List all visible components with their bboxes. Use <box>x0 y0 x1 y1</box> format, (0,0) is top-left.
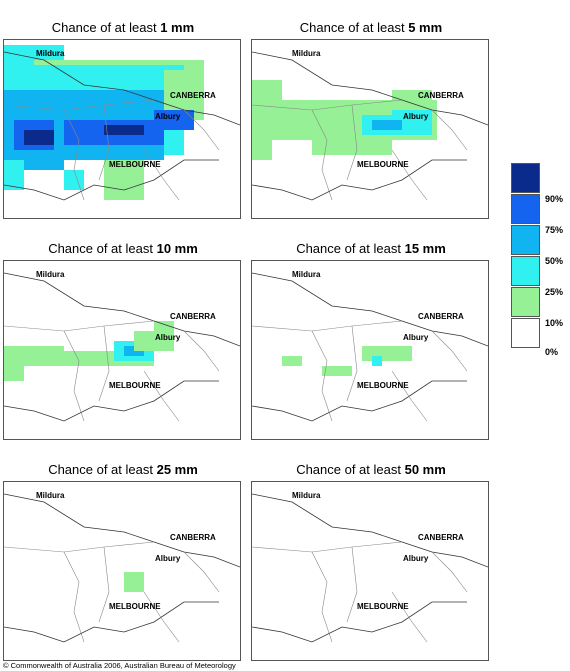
state-boundaries <box>252 51 488 201</box>
legend-label-0: 0% <box>545 347 559 357</box>
place-mildura: Mildura <box>36 49 65 58</box>
legend-label-50: 50% <box>545 256 564 266</box>
rain-cells <box>252 80 437 160</box>
place-mildura: Mildura <box>292 49 321 58</box>
place-melbourne: MELBOURNE <box>357 160 409 169</box>
panel-title: Chance of at least 25 mm <box>48 462 198 477</box>
place-albury: Albury <box>155 112 181 121</box>
probability-map: Mildura CANBERRA Albury MELBOURNE <box>251 481 489 661</box>
state-boundaries <box>4 493 240 643</box>
rain-cells <box>282 346 412 376</box>
probability-map: Mildura CANBERRA Albury MELBOURNE <box>3 39 241 219</box>
panel-title: Chance of at least 5 mm <box>299 20 443 35</box>
legend-swatch-0 <box>511 318 540 348</box>
legend-swatch-50 <box>511 225 540 255</box>
place-melbourne: MELBOURNE <box>109 381 161 390</box>
panel-title: Chance of at least 50 mm <box>296 462 446 477</box>
place-canberra: CANBERRA <box>170 533 216 542</box>
place-melbourne: MELBOURNE <box>109 160 161 169</box>
panel-title: Chance of at least 15 mm <box>296 241 446 256</box>
probability-map: Mildura CANBERRA Albury MELBOURNE <box>3 260 241 440</box>
place-canberra: CANBERRA <box>170 312 216 321</box>
place-canberra: CANBERRA <box>170 91 216 100</box>
place-mildura: Mildura <box>292 491 321 500</box>
place-albury: Albury <box>403 554 429 563</box>
place-mildura: Mildura <box>36 270 65 279</box>
legend-label-25: 25% <box>545 287 564 297</box>
legend-swatch-75 <box>511 194 540 224</box>
legend-swatch-90 <box>511 163 540 193</box>
state-boundaries <box>252 493 488 643</box>
place-melbourne: MELBOURNE <box>357 602 409 611</box>
place-mildura: Mildura <box>292 270 321 279</box>
place-melbourne: MELBOURNE <box>357 381 409 390</box>
place-canberra: CANBERRA <box>418 91 464 100</box>
copyright-notice: © Commonwealth of Australia 2006, Austra… <box>3 661 236 670</box>
legend-swatch-10 <box>511 287 540 317</box>
place-albury: Albury <box>155 554 181 563</box>
probability-map: Mildura CANBERRA Albury MELBOURNE <box>3 481 241 661</box>
panel-title: Chance of at least 10 mm <box>48 241 198 256</box>
legend-label-90: 90% <box>545 194 564 204</box>
place-canberra: CANBERRA <box>418 312 464 321</box>
legend-swatch-25 <box>511 256 540 286</box>
rain-cells <box>4 321 174 381</box>
probability-map: Mildura CANBERRA Albury MELBOURNE <box>251 39 489 219</box>
rain-cells <box>124 572 144 592</box>
place-canberra: CANBERRA <box>418 533 464 542</box>
legend-label-75: 75% <box>545 225 564 235</box>
place-albury: Albury <box>403 112 429 121</box>
state-boundaries <box>4 51 240 201</box>
legend-label-10: 10% <box>545 318 564 328</box>
place-albury: Albury <box>155 333 181 342</box>
place-albury: Albury <box>403 333 429 342</box>
state-boundaries <box>4 272 240 422</box>
place-melbourne: MELBOURNE <box>109 602 161 611</box>
state-boundaries <box>252 272 488 422</box>
place-mildura: Mildura <box>36 491 65 500</box>
probability-map: Mildura CANBERRA Albury MELBOURNE <box>251 260 489 440</box>
panel-title: Chance of at least 1 mm <box>51 20 195 35</box>
